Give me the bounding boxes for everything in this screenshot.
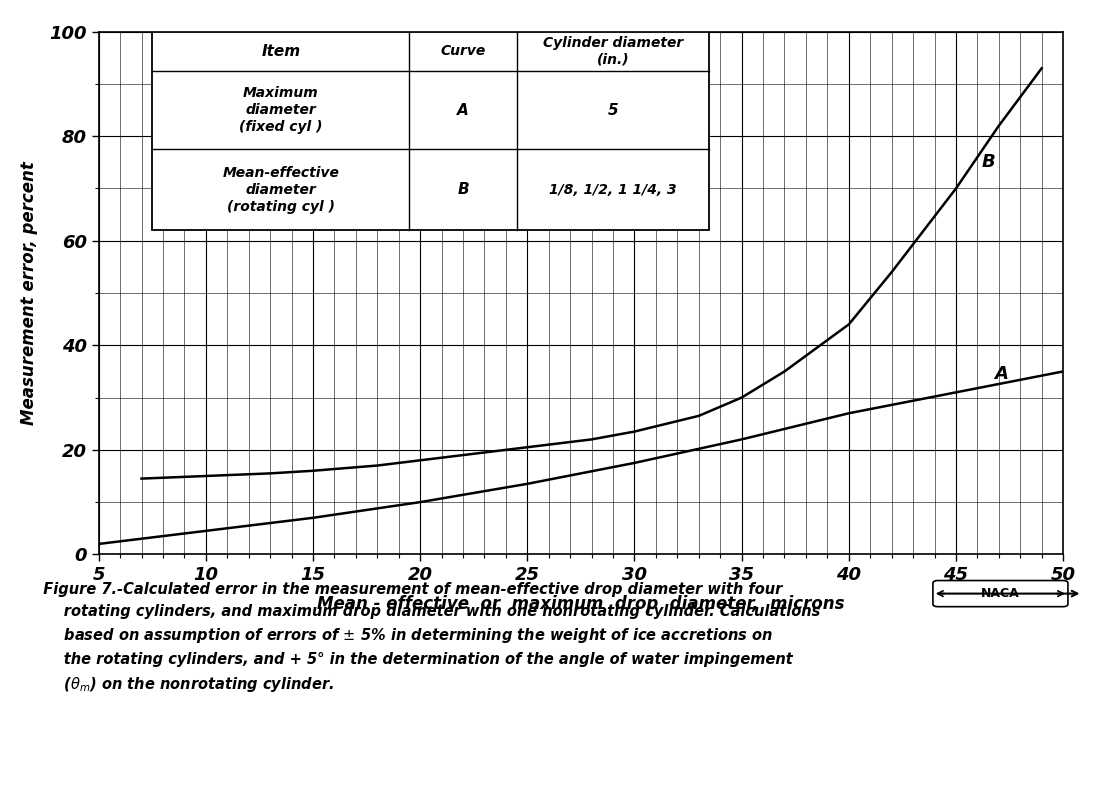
Text: A: A <box>457 103 469 117</box>
X-axis label: Mean - effective  or  maximum  drop  diameter,  microns: Mean - effective or maximum drop diamete… <box>317 596 845 613</box>
Text: 1/8, 1/2, 1 1/4, 3: 1/8, 1/2, 1 1/4, 3 <box>549 183 677 196</box>
Text: B: B <box>982 154 995 171</box>
Text: Cylinder diameter
(in.): Cylinder diameter (in.) <box>543 36 683 67</box>
Text: Figure 7.-Calculated error in the measurement of mean-effective drop diameter wi: Figure 7.-Calculated error in the measur… <box>33 582 820 694</box>
Text: NACA: NACA <box>981 587 1019 600</box>
Text: A: A <box>994 365 1008 383</box>
Text: B: B <box>457 182 469 197</box>
Y-axis label: Measurement error, percent: Measurement error, percent <box>20 161 38 425</box>
Text: Curve: Curve <box>441 44 486 59</box>
Text: 5: 5 <box>607 103 618 117</box>
Bar <box>152 32 709 230</box>
Text: Mean-effective
diameter
(rotating cyl ): Mean-effective diameter (rotating cyl ) <box>222 166 340 214</box>
Text: Maximum
diameter
(fixed cyl ): Maximum diameter (fixed cyl ) <box>239 86 322 135</box>
Text: Item: Item <box>261 44 300 59</box>
FancyBboxPatch shape <box>933 581 1068 607</box>
